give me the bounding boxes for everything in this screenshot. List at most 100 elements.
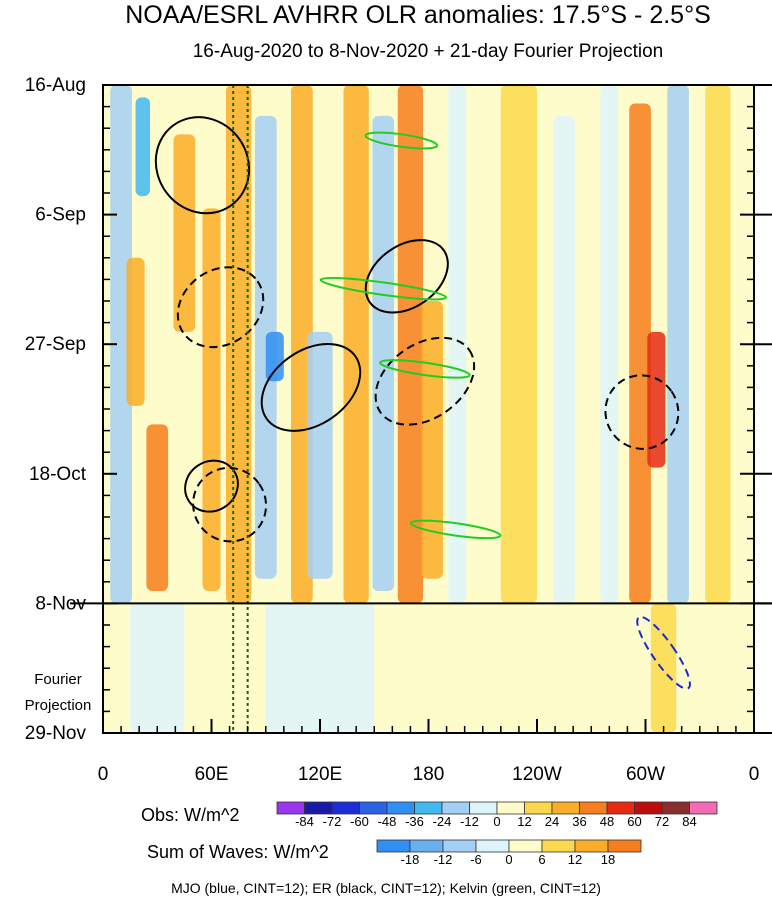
- anomaly-band: [500, 85, 537, 604]
- waves-legend-swatch: [442, 839, 477, 853]
- anomaly-band: [307, 331, 333, 579]
- anomaly-band: [553, 115, 575, 604]
- projection-label-line2: Projection: [25, 697, 92, 714]
- anomaly-field: [110, 85, 731, 733]
- waves-legend-swatch: [376, 839, 411, 853]
- waves-legend-swatch: [508, 839, 543, 853]
- y-tick-label: 6-Sep: [35, 205, 86, 226]
- obs-legend-swatch: [634, 801, 663, 815]
- anomaly-band: [705, 85, 731, 604]
- anomaly-band: [650, 603, 677, 733]
- y-tick-label: 29-Nov: [25, 723, 87, 744]
- y-tick-label: 18-Oct: [29, 464, 87, 485]
- waves-legend-swatch: [574, 839, 609, 853]
- chart-title: NOAA/ESRL AVHRR OLR anomalies: 17.5°S - …: [125, 1, 711, 29]
- anomaly-band: [146, 424, 169, 592]
- anomaly-band: [265, 331, 284, 382]
- obs-legend: Obs: W/m^2 -84 -72 -60 -48 -36 -24 -12 0 12 24 36 4…: [141, 801, 718, 829]
- x-tick-label: 0: [749, 764, 760, 785]
- obs-legend-swatch: [386, 801, 415, 815]
- x-tick-label: 120W: [512, 764, 562, 785]
- kelvin-contour: [379, 359, 471, 379]
- waves-legend-title: Sum of Waves: W/m^2: [147, 842, 329, 862]
- obs-legend-label: -36: [405, 814, 424, 829]
- anomaly-band: [647, 331, 666, 468]
- y-tick-label: 27-Sep: [25, 334, 86, 355]
- waves-legend-labels: -18 -12 -6 0 6 12 18: [401, 852, 616, 867]
- y-axis: 16-Aug 6-Sep 27-Sep 18-Oct 8-Nov 29-Nov: [25, 75, 772, 744]
- obs-legend-swatch: [276, 801, 305, 815]
- anomaly-band: [343, 85, 369, 604]
- er-contour: [154, 116, 251, 215]
- waves-legend-label: 18: [601, 852, 615, 867]
- obs-legend-label: 72: [655, 814, 669, 829]
- y-tick-label: 16-Aug: [25, 75, 86, 96]
- obs-legend-swatch: [496, 801, 525, 815]
- anomaly-band: [448, 85, 467, 604]
- x-axis: 0 60E 120E 180 120W 60W 0: [98, 719, 760, 785]
- anomaly-band: [372, 115, 395, 592]
- er-contour: [192, 466, 268, 543]
- waves-legend-swatch: [409, 839, 444, 853]
- kelvin-contour: [319, 276, 447, 301]
- anomaly-band: [202, 208, 221, 592]
- obs-legend-swatch: [551, 801, 580, 815]
- obs-legend-swatch: [606, 801, 635, 815]
- obs-legend-label: -72: [323, 814, 342, 829]
- obs-legend-label: -60: [350, 814, 369, 829]
- obs-legend-swatch: [524, 801, 553, 815]
- waves-legend-colorbar: [376, 839, 642, 853]
- x-tick-label: 180: [413, 764, 445, 785]
- anomaly-band: [397, 85, 424, 604]
- waves-legend-label: 0: [505, 852, 512, 867]
- anomaly-band: [667, 85, 689, 604]
- anomaly-band: [600, 85, 619, 604]
- waves-legend-swatch: [475, 839, 510, 853]
- obs-legend-swatch: [689, 801, 718, 815]
- obs-legend-swatch: [469, 801, 498, 815]
- obs-legend-swatch: [304, 801, 333, 815]
- anomaly-band: [265, 603, 375, 733]
- x-tick-label: 60W: [626, 764, 665, 785]
- obs-legend-swatch: [359, 801, 388, 815]
- kelvin-contour: [409, 519, 502, 540]
- obs-legend-title: Obs: W/m^2: [141, 805, 239, 825]
- anomaly-band: [126, 257, 145, 406]
- obs-legend-label: -24: [433, 814, 452, 829]
- x-tick-label: 60E: [195, 764, 229, 785]
- waves-legend-label: -18: [401, 852, 420, 867]
- chart-subtitle: 16-Aug-2020 to 8-Nov-2020 + 21-day Fouri…: [193, 41, 664, 62]
- projection-label-line1: Fourier: [34, 671, 82, 688]
- waves-legend-swatch: [541, 839, 576, 853]
- obs-legend-label: -48: [378, 814, 397, 829]
- x-tick-label: 120E: [298, 764, 342, 785]
- obs-legend-label: 24: [545, 814, 559, 829]
- anomaly-band: [225, 85, 252, 604]
- obs-legend-swatch: [661, 801, 690, 815]
- obs-legend-swatch: [331, 801, 360, 815]
- er-contour: [364, 239, 449, 314]
- waves-legend-swatch: [607, 839, 642, 853]
- footer-note: MJO (blue, CINT=12); ER (black, CINT=12)…: [171, 880, 601, 896]
- obs-legend-label: -12: [460, 814, 479, 829]
- waves-legend: Sum of Waves: W/m^2 -18 -12 -6 0 6 12 18: [147, 839, 642, 867]
- anomaly-band: [135, 97, 151, 197]
- obs-legend-label: 12: [517, 814, 531, 829]
- wave-contours: [154, 116, 691, 690]
- er-contour: [176, 266, 265, 349]
- obs-legend-label: 36: [572, 814, 586, 829]
- x-tick-label: 0: [98, 764, 109, 785]
- obs-legend-colorbar: [276, 801, 718, 815]
- er-contour: [604, 374, 680, 450]
- mjo-contour: [636, 615, 691, 690]
- waves-legend-label: -12: [434, 852, 453, 867]
- obs-legend-labels: -84 -72 -60 -48 -36 -24 -12 0 12 24 36 48 60 72 84: [295, 814, 697, 829]
- anomaly-band: [173, 134, 196, 332]
- kelvin-contour: [364, 131, 439, 150]
- y-tick-label: 8-Nov: [35, 593, 86, 614]
- obs-legend-swatch: [579, 801, 608, 815]
- obs-legend-swatch: [441, 801, 470, 815]
- anomaly-band: [130, 603, 185, 733]
- obs-legend-label: 48: [600, 814, 614, 829]
